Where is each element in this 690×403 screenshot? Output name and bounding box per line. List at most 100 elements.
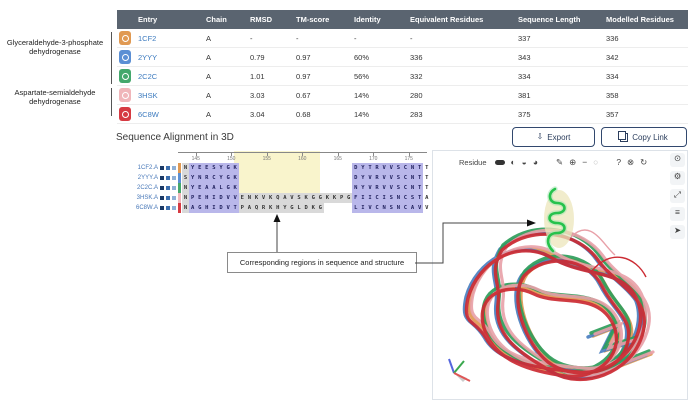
residue-cell[interactable]: P xyxy=(189,193,197,203)
residue-cell[interactable]: T xyxy=(416,193,424,203)
residue-cell[interactable]: N xyxy=(182,203,190,213)
selection-half-icon[interactable]: ◐ xyxy=(510,157,516,167)
chain-toggle-square[interactable] xyxy=(172,166,176,170)
residue-cell[interactable]: P xyxy=(238,203,246,213)
residue-cell[interactable]: Q xyxy=(252,203,261,213)
residue-cell[interactable]: V xyxy=(366,173,374,183)
residue-cell[interactable]: E xyxy=(196,163,204,173)
residue-cell[interactable]: N xyxy=(182,183,190,193)
residue-cell[interactable]: V xyxy=(380,163,388,173)
residue-cell[interactable]: G xyxy=(224,163,232,173)
residue-cell[interactable]: N xyxy=(352,183,360,193)
residue-cell[interactable]: E xyxy=(196,193,204,203)
residue-cell[interactable]: H xyxy=(203,193,211,203)
residue-cell[interactable]: K xyxy=(302,193,310,203)
chain-toggle-square[interactable] xyxy=(172,186,176,190)
residue-cell[interactable]: T xyxy=(425,165,429,171)
residue-cell[interactable]: V xyxy=(380,183,388,193)
residue-cell[interactable]: K xyxy=(323,193,331,203)
residue-cell[interactable]: K xyxy=(231,183,239,193)
residue-cell[interactable]: V xyxy=(416,203,424,213)
chain-toggle-square[interactable] xyxy=(166,196,170,200)
residue-cell[interactable]: H xyxy=(203,203,211,213)
residue-cell[interactable]: V xyxy=(387,163,395,173)
chain-toggle-square[interactable] xyxy=(172,176,176,180)
residue-cell[interactable]: D xyxy=(352,173,360,183)
focus-target-icon[interactable]: ⊕ xyxy=(569,157,577,167)
residue-cell[interactable]: Y xyxy=(281,203,289,213)
entry-color-badge[interactable] xyxy=(119,69,131,83)
residue-cell[interactable]: V xyxy=(231,193,239,203)
residue-cell[interactable]: A xyxy=(203,183,211,193)
residue-cell[interactable]: G xyxy=(309,193,317,203)
residue-cell[interactable]: V xyxy=(366,203,374,213)
residue-cell[interactable]: T xyxy=(425,175,429,181)
residue-cell[interactable]: G xyxy=(224,173,232,183)
residue-cell[interactable]: Y xyxy=(359,183,367,193)
residue-cell[interactable]: L xyxy=(295,203,303,213)
expand-icon[interactable]: ⤢ xyxy=(670,189,685,203)
residue-cell[interactable]: C xyxy=(373,193,381,203)
residue-cell[interactable]: G xyxy=(196,203,204,213)
tools-icon[interactable]: ⚙ xyxy=(670,171,685,185)
residue-cell[interactable]: S xyxy=(409,193,417,203)
residue-cell[interactable]: N xyxy=(409,173,417,183)
entry-link[interactable]: 2C2C xyxy=(138,71,158,81)
selection-most-icon[interactable]: ◕ xyxy=(532,157,538,167)
entry-link[interactable]: 2YYY xyxy=(138,52,158,62)
alignment-row-label[interactable]: 6C8W.A xyxy=(135,205,158,211)
brush-icon[interactable]: ✎ xyxy=(555,157,564,167)
residue-cell[interactable]: N xyxy=(245,193,253,203)
residue-cell[interactable]: Y xyxy=(359,173,367,183)
residue-cell[interactable]: V xyxy=(224,203,232,213)
help-icon[interactable]: ? xyxy=(616,157,622,167)
residue-cell[interactable]: N xyxy=(380,203,388,213)
chain-toggle-square[interactable] xyxy=(166,166,170,170)
residue-cell[interactable]: T xyxy=(416,173,424,183)
copy-link-button[interactable]: Copy Link xyxy=(601,127,687,147)
residue-cell[interactable]: K xyxy=(267,203,275,213)
residue-cell[interactable]: E xyxy=(238,193,246,203)
residue-cell[interactable]: S xyxy=(387,193,395,203)
residue-cell[interactable]: Q xyxy=(274,193,282,203)
entry-color-badge[interactable] xyxy=(119,50,131,64)
residue-cell[interactable]: T xyxy=(425,185,429,191)
residue-cell[interactable]: Y xyxy=(359,163,367,173)
settings-icon[interactable]: ≡ xyxy=(670,207,685,221)
residue-cell[interactable]: T xyxy=(416,183,424,193)
residue-cell[interactable]: T xyxy=(366,163,374,173)
residue-cell[interactable]: R xyxy=(373,173,381,183)
residue-cell[interactable]: I xyxy=(210,193,218,203)
entry-color-badge[interactable] xyxy=(119,31,131,45)
residue-cell[interactable]: Y xyxy=(189,183,197,193)
chain-toggle-square[interactable] xyxy=(166,176,170,180)
empty-circle-icon[interactable]: ○ xyxy=(593,157,599,167)
residue-cell[interactable]: G xyxy=(288,203,296,213)
residue-cell[interactable]: A xyxy=(189,203,197,213)
residue-cell[interactable]: H xyxy=(274,203,282,213)
alignment-row-label[interactable]: 2C2C.A xyxy=(136,185,158,191)
residue-cell[interactable]: C xyxy=(401,183,409,193)
residue-cell[interactable]: S xyxy=(394,163,402,173)
protein-structure[interactable] xyxy=(441,177,681,397)
residue-cell[interactable]: V xyxy=(387,173,395,183)
residue-cell[interactable]: L xyxy=(217,183,225,193)
residue-cell[interactable]: V xyxy=(387,183,395,193)
chain-toggle-square[interactable] xyxy=(160,196,164,200)
chain-toggle-square[interactable] xyxy=(166,186,170,190)
residue-cell[interactable]: N xyxy=(196,173,204,183)
chain-toggle-square[interactable] xyxy=(160,186,164,190)
selection-cursor-icon[interactable]: ➤ xyxy=(670,225,685,239)
residue-cell[interactable]: D xyxy=(352,163,360,173)
residue-cell[interactable]: N xyxy=(409,163,417,173)
granularity-pill-icon[interactable] xyxy=(494,159,505,165)
residue-cell[interactable]: L xyxy=(352,203,360,213)
residue-cell[interactable]: S xyxy=(394,183,402,193)
screenshot-icon[interactable]: ⊙ xyxy=(670,153,685,167)
granularity-picker[interactable]: Residue xyxy=(459,157,487,167)
residue-cell[interactable]: Y xyxy=(189,163,197,173)
residue-cell[interactable]: V xyxy=(288,193,296,203)
